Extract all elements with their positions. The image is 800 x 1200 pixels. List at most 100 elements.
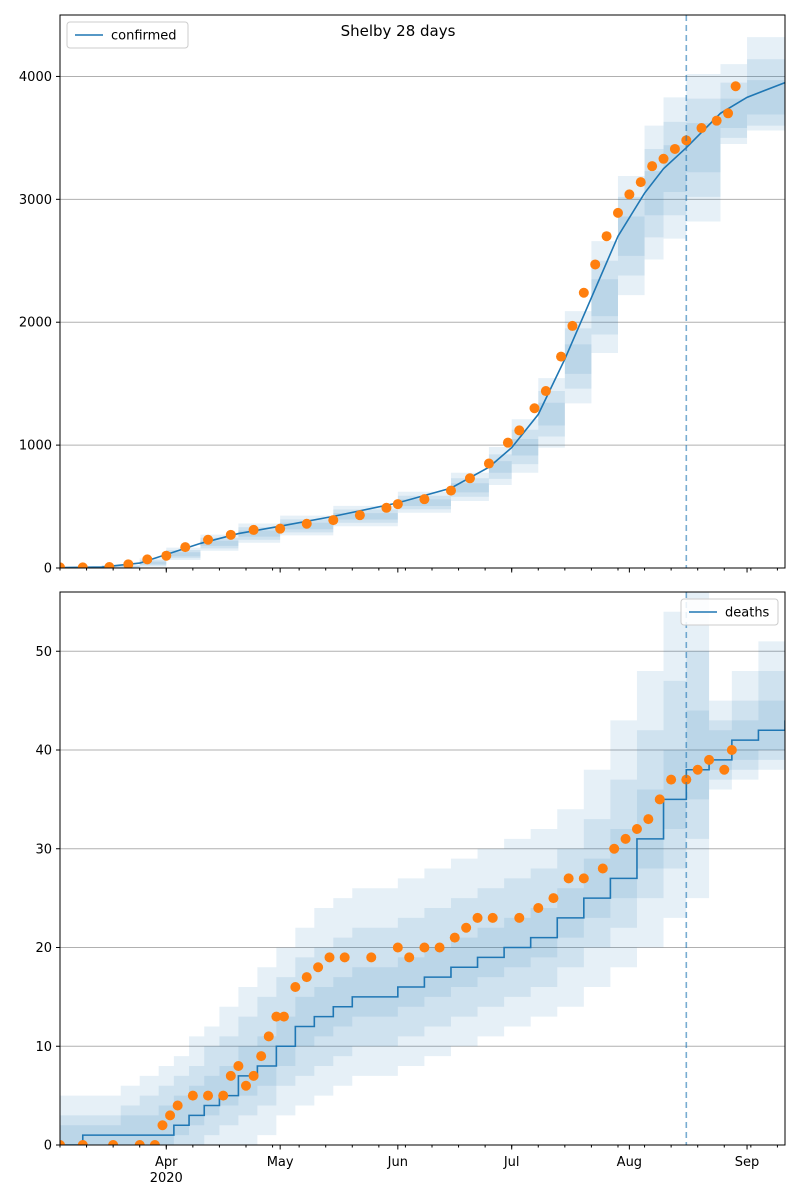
x-tick-label: Aug bbox=[617, 1155, 642, 1170]
observed-point bbox=[248, 524, 259, 535]
observed-point bbox=[134, 1140, 145, 1145]
observed-point bbox=[696, 123, 707, 134]
observed-point bbox=[730, 81, 741, 92]
observed-point bbox=[218, 1090, 229, 1101]
observed-point bbox=[240, 1080, 251, 1091]
observed-point bbox=[108, 1140, 119, 1145]
observed-point bbox=[366, 952, 377, 963]
y-tick-label: 30 bbox=[35, 842, 52, 857]
observed-point bbox=[631, 824, 642, 834]
observed-point bbox=[556, 351, 567, 362]
x-tick-label: Jun bbox=[387, 1155, 408, 1170]
uncertainty-band bbox=[60, 700, 785, 1145]
observed-point bbox=[643, 814, 654, 825]
observed-point bbox=[180, 542, 191, 553]
observed-point bbox=[540, 386, 551, 397]
x-tick-sublabel: 2020 bbox=[150, 1171, 183, 1186]
observed-point bbox=[225, 1070, 236, 1081]
figure-title: Shelby 28 days bbox=[341, 22, 456, 40]
observed-point bbox=[548, 893, 559, 904]
y-tick-label: 0 bbox=[44, 562, 52, 577]
x-tick-label: Jul bbox=[503, 1155, 520, 1170]
y-tick-label: 3000 bbox=[19, 193, 52, 208]
observed-point bbox=[142, 554, 153, 565]
legend-label: confirmed bbox=[111, 29, 177, 44]
observed-point bbox=[60, 1140, 65, 1145]
observed-point bbox=[157, 1120, 168, 1131]
observed-point bbox=[726, 745, 737, 755]
observed-point bbox=[719, 764, 730, 775]
observed-point bbox=[624, 189, 635, 200]
observed-point bbox=[590, 259, 601, 270]
legend-box bbox=[66, 21, 189, 49]
observed-point bbox=[165, 1110, 176, 1121]
observed-point bbox=[658, 153, 669, 164]
observed-point bbox=[597, 863, 608, 874]
observed-point bbox=[263, 1031, 274, 1042]
observed-point bbox=[472, 912, 483, 923]
uncertainty-band bbox=[60, 15, 785, 568]
observed-point bbox=[635, 177, 646, 188]
observed-point bbox=[225, 529, 236, 540]
observed-point bbox=[647, 161, 658, 172]
observed-point bbox=[233, 1061, 244, 1071]
x-tick-label: May bbox=[267, 1155, 294, 1170]
observed-point bbox=[514, 912, 525, 923]
observed-point bbox=[77, 1140, 88, 1145]
observed-point bbox=[669, 143, 680, 154]
observed-point bbox=[271, 1011, 282, 1022]
uncertainty-band bbox=[60, 592, 785, 1145]
observed-point bbox=[290, 982, 301, 992]
observed-point bbox=[464, 473, 475, 484]
axes-frame bbox=[59, 591, 786, 1146]
observed-point bbox=[392, 942, 403, 953]
observed-point bbox=[502, 437, 513, 448]
observed-point bbox=[434, 942, 445, 953]
observed-point bbox=[612, 207, 623, 218]
observed-point bbox=[203, 1090, 214, 1101]
observed-point bbox=[723, 108, 734, 119]
x-tick-label: Sep bbox=[735, 1155, 760, 1170]
observed-point bbox=[278, 1011, 289, 1022]
y-tick-label: 40 bbox=[35, 744, 52, 759]
observed-point bbox=[203, 534, 214, 545]
plot-area bbox=[60, 592, 785, 1145]
model-line bbox=[60, 720, 785, 1145]
observed-point bbox=[77, 562, 88, 568]
y-tick-label: 4000 bbox=[19, 70, 52, 85]
x-tick-label: Apr bbox=[155, 1155, 178, 1170]
axes-frame bbox=[59, 14, 786, 569]
observed-point bbox=[666, 774, 677, 785]
observed-point bbox=[711, 115, 722, 126]
observed-point bbox=[601, 231, 612, 242]
legend-box bbox=[680, 598, 779, 626]
y-tick-label: 10 bbox=[35, 1040, 52, 1055]
observed-point bbox=[449, 932, 460, 943]
observed-point bbox=[461, 922, 472, 933]
observed-point bbox=[483, 458, 494, 469]
y-tick-label: 2000 bbox=[19, 316, 52, 331]
observed-point bbox=[404, 952, 415, 963]
observed-point bbox=[514, 425, 525, 436]
observed-point bbox=[339, 952, 350, 963]
observed-point bbox=[161, 550, 172, 561]
y-tick-label: 1000 bbox=[19, 439, 52, 454]
observed-point bbox=[620, 833, 631, 844]
observed-point bbox=[301, 518, 312, 529]
observed-point bbox=[392, 499, 403, 510]
observed-point bbox=[313, 962, 324, 973]
observed-point bbox=[419, 494, 430, 505]
observed-point bbox=[654, 794, 665, 805]
observed-point bbox=[681, 774, 692, 785]
uncertainty-band bbox=[60, 651, 785, 1145]
observed-point bbox=[419, 942, 430, 953]
observed-point bbox=[704, 754, 715, 765]
observed-point bbox=[487, 912, 498, 923]
observed-point bbox=[248, 1070, 259, 1081]
observed-point bbox=[692, 764, 703, 775]
observed-point bbox=[533, 903, 544, 913]
y-tick-label: 20 bbox=[35, 941, 52, 956]
